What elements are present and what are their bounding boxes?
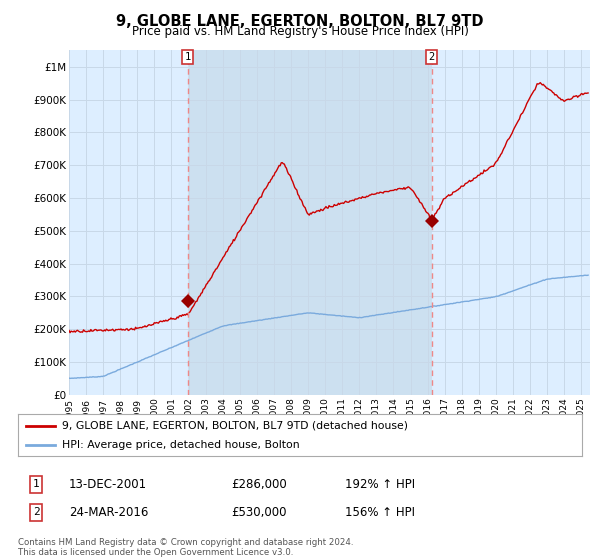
- Text: 192% ↑ HPI: 192% ↑ HPI: [345, 478, 415, 491]
- Text: 9, GLOBE LANE, EGERTON, BOLTON, BL7 9TD (detached house): 9, GLOBE LANE, EGERTON, BOLTON, BL7 9TD …: [62, 421, 408, 431]
- Text: 9, GLOBE LANE, EGERTON, BOLTON, BL7 9TD: 9, GLOBE LANE, EGERTON, BOLTON, BL7 9TD: [116, 14, 484, 29]
- Text: 156% ↑ HPI: 156% ↑ HPI: [345, 506, 415, 519]
- Bar: [188, 50, 431, 395]
- Text: 13-DEC-2001: 13-DEC-2001: [69, 478, 147, 491]
- Text: £286,000: £286,000: [231, 478, 287, 491]
- Text: 2: 2: [32, 507, 40, 517]
- Text: 24-MAR-2016: 24-MAR-2016: [69, 506, 148, 519]
- Text: HPI: Average price, detached house, Bolton: HPI: Average price, detached house, Bolt…: [62, 440, 299, 450]
- Text: £530,000: £530,000: [231, 506, 287, 519]
- Text: Contains HM Land Registry data © Crown copyright and database right 2024.
This d: Contains HM Land Registry data © Crown c…: [18, 538, 353, 557]
- Text: Price paid vs. HM Land Registry's House Price Index (HPI): Price paid vs. HM Land Registry's House …: [131, 25, 469, 38]
- Text: 2: 2: [428, 52, 434, 62]
- Text: 1: 1: [185, 52, 191, 62]
- Text: 1: 1: [32, 479, 40, 489]
